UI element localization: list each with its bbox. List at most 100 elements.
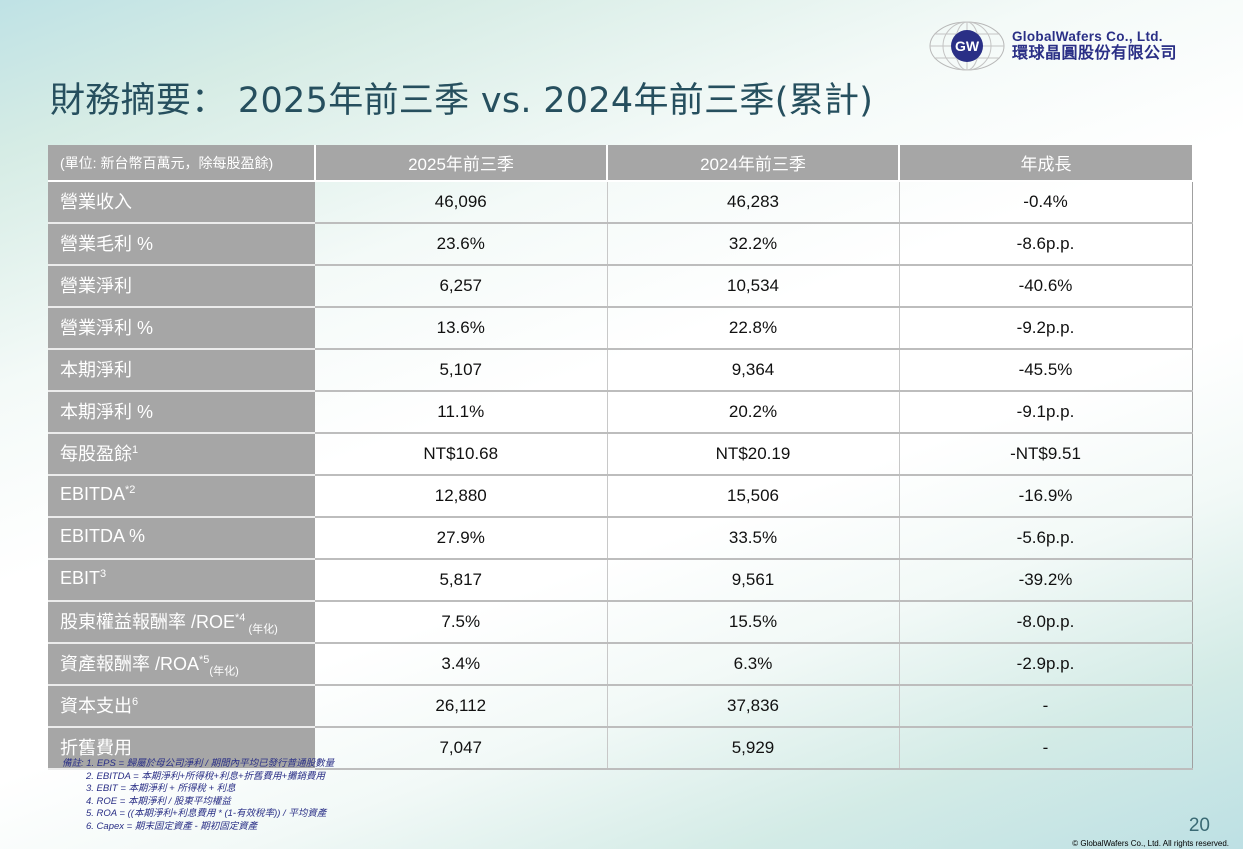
table-row: 資本支出6 26,112 37,836- [48, 685, 1193, 728]
table-row: EBITDA*2 12,880 15,506 -16.9% [48, 475, 1193, 518]
value-2025: 13.6% [315, 307, 608, 350]
value-2025: 12,880 [315, 475, 608, 518]
row-label: 每股盈餘1 [48, 433, 315, 476]
row-label-footnote: *2 [125, 484, 136, 497]
row-label-annotation: (年化) [245, 623, 278, 636]
value-2024: 20.2% [607, 391, 900, 434]
row-label-text: 資本支出 [60, 696, 132, 717]
value-growth: -5.6p.p. [899, 517, 1193, 560]
table-row: EBIT3 5,817 9,561 -39.2% [48, 559, 1193, 602]
row-label: EBITDA % [48, 517, 315, 560]
row-label-text: 每股盈餘 [60, 444, 132, 465]
value-growth: -8.6p.p. [899, 223, 1193, 266]
financial-summary-table: (單位: 新台幣百萬元，除每股盈餘) 2025年前三季 2024年前三季 年成長… [48, 145, 1193, 770]
row-label-footnote: 6 [132, 696, 139, 709]
row-label-text: 營業毛利 % [60, 234, 154, 255]
value-2024: 6.3% [607, 643, 900, 686]
row-label-text: EBIT [60, 568, 101, 589]
svg-text:GW: GW [955, 38, 980, 54]
value-2025: 23.6% [315, 223, 608, 266]
company-logo: GW GlobalWafers Co., Ltd. 環球晶圓股份有限公司 [928, 20, 1177, 72]
value-growth: -2.9p.p. [899, 643, 1193, 686]
value-2025: 5,817 [315, 559, 608, 602]
row-label-text: EBITDA % [60, 526, 146, 547]
row-label: EBITDA*2 [48, 475, 315, 518]
value-2024: 15.5% [607, 601, 900, 644]
value-2025: 46,096 [315, 181, 608, 224]
value-2024: 9,364 [607, 349, 900, 392]
header-unit: (單位: 新台幣百萬元，除每股盈餘) [48, 145, 316, 182]
footnote: 4. ROE = 本期淨利 / 股東平均權益 [86, 795, 231, 807]
page-title: 財務摘要： 2025年前三季 vs. 2024年前三季(累計) [50, 81, 874, 121]
row-label-text: 營業淨利 [60, 276, 132, 297]
row-label-text: EBITDA [60, 484, 126, 505]
row-label: 本期淨利 [48, 349, 315, 392]
value-2025: 11.1% [315, 391, 608, 434]
header-2025: 2025年前三季 [315, 145, 608, 182]
row-label-annotation: (年化) [209, 665, 239, 678]
value-2024: 22.8% [607, 307, 900, 350]
value-2024: 15,506 [607, 475, 900, 518]
value-growth: - [899, 727, 1193, 770]
globe-icon: GW [928, 20, 1006, 72]
value-2024: NT$20.19 [607, 433, 900, 476]
row-label-text: 股東權益報酬率 /ROE [60, 611, 236, 632]
value-2024: 46,283 [607, 181, 900, 224]
row-label: 折舊費用 [48, 727, 315, 770]
header-2024: 2024年前三季 [607, 145, 900, 182]
row-label-text: 本期淨利 % [60, 402, 154, 423]
value-2025: 27.9% [315, 517, 608, 560]
value-growth: - [899, 685, 1193, 728]
value-growth: -8.0p.p. [899, 601, 1193, 644]
footnotes: 備註: 1. EPS = 歸屬於母公司淨利 / 期間內平均已發行普通股數量 2.… [62, 758, 334, 833]
row-label: 營業毛利 % [48, 223, 315, 266]
row-label-text: 本期淨利 [60, 360, 132, 381]
row-label-text: 營業收入 [60, 192, 132, 213]
row-label: 營業收入 [48, 181, 315, 224]
value-2025: NT$10.68 [315, 433, 608, 476]
table-row: 股東權益報酬率 /ROE*4 (年化) 7.5% 15.5% -8.0p.p. [48, 601, 1193, 644]
value-2025: 7,047 [315, 727, 608, 770]
value-growth: -39.2% [899, 559, 1193, 602]
company-name-en: GlobalWafers Co., Ltd. [1012, 29, 1163, 44]
table-row: 資產報酬率 /ROA*5(年化) 3.4% 6.3% -2.9p.p. [48, 643, 1193, 686]
value-2024: 10,534 [607, 265, 900, 308]
table-row: 營業淨利 % 13.6% 22.8% -9.2p.p. [48, 307, 1193, 350]
footnote: 2. EBITDA = 本期淨利+所得稅+利息+折舊費用+攤銷費用 [86, 770, 326, 782]
table-row: 本期淨利 5,107 9,364 -45.5% [48, 349, 1193, 392]
footnote: 5. ROA = ((本期淨利+利息費用 * (1-有效稅率)) / 平均資產 [86, 808, 327, 819]
value-growth: -9.1p.p. [899, 391, 1193, 434]
table-row: 折舊費用 7,047 5,929- [48, 727, 1193, 770]
row-label: 資產報酬率 /ROA*5(年化) [48, 643, 315, 686]
value-growth: -45.5% [899, 349, 1193, 392]
value-2025: 3.4% [315, 643, 608, 686]
row-label-footnote: *5 [199, 653, 210, 666]
row-label-text: 營業淨利 % [60, 318, 154, 339]
value-2024: 37,836 [607, 685, 900, 728]
value-growth: -16.9% [899, 475, 1193, 518]
table-row: EBITDA % 27.9% 33.5% -5.6p.p. [48, 517, 1193, 560]
row-label-footnote: 1 [132, 444, 139, 457]
table-row: 每股盈餘1 NT$10.68 NT$20.19 -NT$9.51 [48, 433, 1193, 476]
table-row: 本期淨利 % 11.1% 20.2% -9.1p.p. [48, 391, 1193, 434]
table-row: 營業毛利 % 23.6% 32.2% -8.6p.p. [48, 223, 1193, 266]
footnote: 6. Capex = 期末固定資產 - 期初固定資產 [86, 820, 258, 832]
row-label: 本期淨利 % [48, 391, 315, 434]
value-2024: 5,929 [607, 727, 900, 770]
value-2024: 9,561 [607, 559, 900, 602]
row-label: EBIT3 [48, 559, 315, 602]
footnote: 備註: 1. EPS = 歸屬於母公司淨利 / 期間內平均已發行普通股數量 [62, 758, 335, 769]
company-name-zh: 環球晶圓股份有限公司 [1012, 45, 1178, 62]
value-2025: 7.5% [315, 601, 608, 644]
table-row: 營業淨利 6,257 10,534 -40.6% [48, 265, 1193, 308]
header-growth: 年成長 [899, 145, 1192, 182]
value-growth: -40.6% [899, 265, 1193, 308]
value-growth: -9.2p.p. [899, 307, 1193, 350]
table-row: 營業收入 46,096 46,283 -0.4% [48, 181, 1193, 224]
table-header-row: (單位: 新台幣百萬元，除每股盈餘) 2025年前三季 2024年前三季 年成長 [48, 145, 1192, 182]
value-2024: 32.2% [607, 223, 900, 266]
row-label-footnote: 3 [100, 568, 107, 581]
row-label: 營業淨利 % [48, 307, 315, 350]
row-label: 資本支出6 [48, 685, 315, 728]
row-label-footnote: *4 [235, 611, 246, 624]
